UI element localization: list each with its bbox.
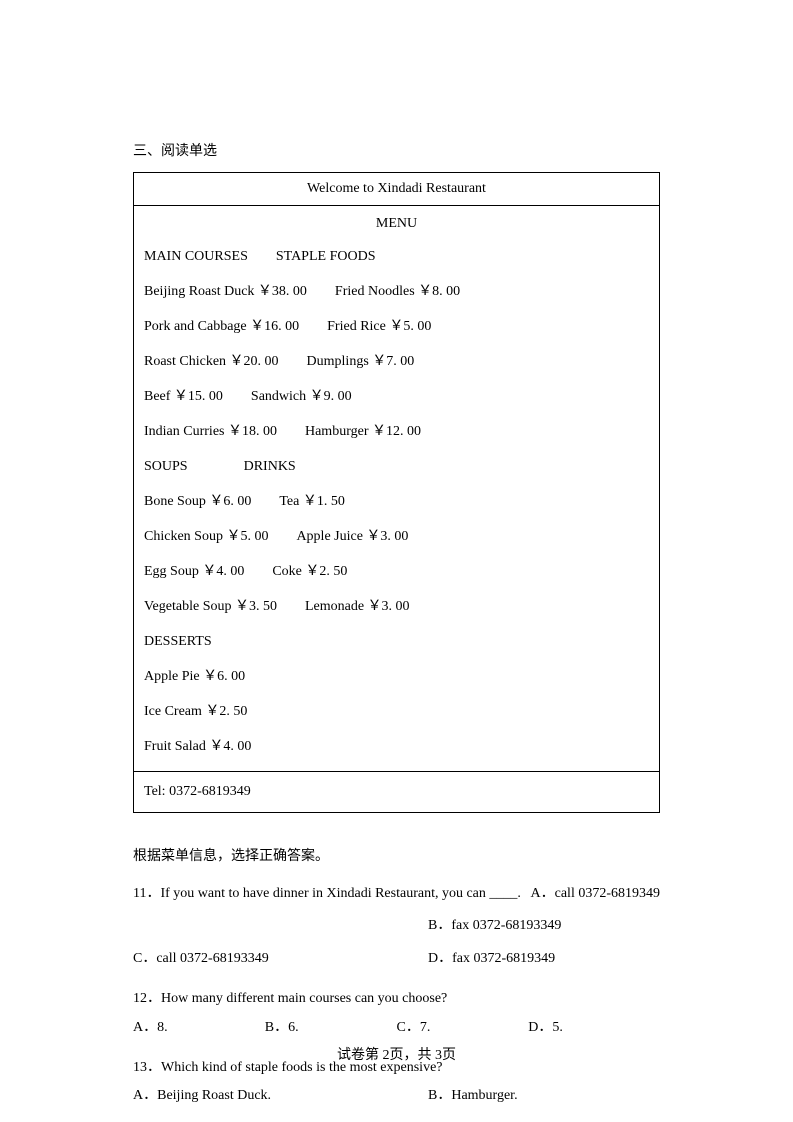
q11-option-a: A．call 0372-6819349 [531,883,660,905]
menu-row-2: Pork and Cabbage ￥16. 00 Fried Rice ￥5. … [144,316,649,337]
q12-option-d: D．5. [528,1017,660,1039]
menu-headings-2: SOUPS DRINKS [144,456,649,477]
page-footer: 试卷第 2页，共 3页 [0,1044,793,1064]
menu-row-1: Beijing Roast Duck ￥38. 00 Fried Noodles… [144,281,649,302]
heading-soups: SOUPS [144,459,188,474]
section-title: 三、阅读单选 [133,140,660,160]
menu-row-3: Roast Chicken ￥20. 00 Dumplings ￥7. 00 [144,351,649,372]
q11-text: 11．If you want to have dinner in Xindadi… [133,883,521,905]
menu-row-4: Beef ￥15. 00 Sandwich ￥9. 00 [144,386,649,407]
instruction: 根据菜单信息，选择正确答案。 [133,845,660,865]
menu-row-9: Vegetable Soup ￥3. 50 Lemonade ￥3. 00 [144,596,649,617]
menu-label: MENU [144,216,649,232]
question-11: 11．If you want to have dinner in Xindadi… [133,883,660,970]
q13-option-b: B．Hamburger. [428,1085,518,1107]
q12-option-b: B．6. [265,1017,397,1039]
menu-row-11: Ice Cream ￥2. 50 [144,701,649,722]
question-13: 13．Which kind of staple foods is the mos… [133,1057,660,1108]
q11-option-c: C．call 0372-68193349 [133,948,428,970]
heading-drinks: DRINKS [244,459,296,474]
menu-row-6: Bone Soup ￥6. 00 Tea ￥1. 50 [144,491,649,512]
q12-option-c: C．7. [397,1017,529,1039]
menu-headings-1: MAIN COURSES STAPLE FOODS [144,246,649,267]
menu-box: Welcome to Xindadi Restaurant MENU MAIN … [133,172,660,813]
q13-option-a: A．Beijing Roast Duck. [133,1085,428,1107]
menu-tel: Tel: 0372-6819349 [134,772,659,812]
menu-row-7: Chicken Soup ￥5. 00 Apple Juice ￥3. 00 [144,526,649,547]
q11-option-d: D．fax 0372-6819349 [428,948,555,970]
question-12: 12．How many different main courses can y… [133,988,660,1039]
q12-text: 12．How many different main courses can y… [133,988,660,1010]
menu-welcome: Welcome to Xindadi Restaurant [134,173,659,206]
menu-row-12: Fruit Salad ￥4. 00 [144,736,649,757]
menu-row-5: Indian Curries ￥18. 00 Hamburger ￥12. 00 [144,421,649,442]
menu-row-10: Apple Pie ￥6. 00 [144,666,649,687]
heading-desserts: DESSERTS [144,631,649,652]
q11-option-b: B．fax 0372-68193349 [428,915,660,937]
heading-staple-foods: STAPLE FOODS [276,249,376,264]
menu-body: MENU MAIN COURSES STAPLE FOODS Beijing Ro… [134,206,659,772]
menu-row-8: Egg Soup ￥4. 00 Coke ￥2. 50 [144,561,649,582]
heading-main-courses: MAIN COURSES [144,249,248,264]
q12-option-a: A．8. [133,1017,265,1039]
